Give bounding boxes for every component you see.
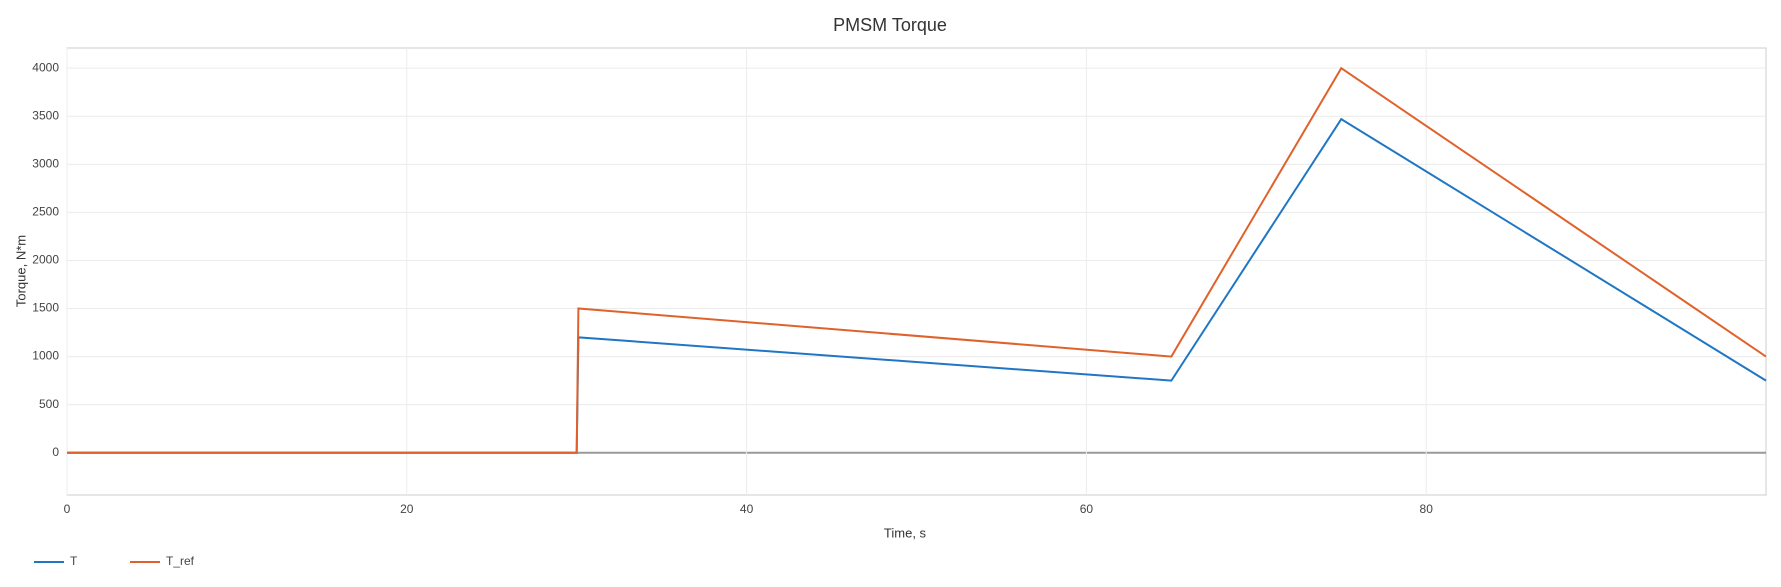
plot-frame (66, 47, 1767, 496)
legend-label: T_ref (166, 554, 195, 568)
y-axis-label: Torque, N*m (13, 235, 28, 307)
y-tick-label: 3000 (32, 156, 59, 170)
y-tick-label: 2500 (32, 205, 59, 219)
x-tick-label: 60 (1080, 502, 1094, 516)
line (67, 117, 1767, 454)
y-tick-label: 500 (39, 397, 59, 411)
x-axis-label: Time, s (884, 525, 927, 540)
y-tick-label: 3500 (32, 108, 59, 122)
line (67, 66, 1767, 454)
x-tick-label: 0 (64, 502, 71, 516)
y-tick-label: 0 (52, 445, 59, 459)
chart-title: PMSM Torque (833, 15, 947, 35)
x-tick-label: 80 (1420, 502, 1434, 516)
y-tick-label: 4000 (32, 60, 59, 74)
y-tick-label: 1500 (32, 301, 59, 315)
x-tick-label: 20 (400, 502, 414, 516)
legend-label: T (70, 554, 78, 568)
y-tick-label: 2000 (32, 253, 59, 267)
y-tick-label: 1000 (32, 349, 59, 363)
x-tick-label: 40 (740, 502, 754, 516)
